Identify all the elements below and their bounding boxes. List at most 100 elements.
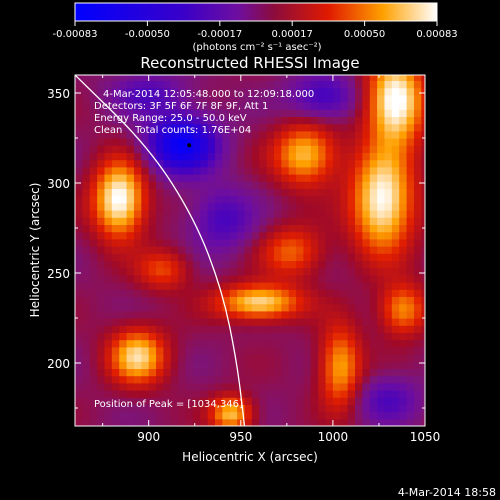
heatmap-cell (148, 202, 157, 211)
heatmap-cell (413, 138, 422, 146)
heatmap-cell (296, 80, 305, 89)
heatmap-cell (377, 224, 386, 233)
heatmap-cell (237, 217, 246, 225)
heatmap-cell (281, 217, 290, 225)
heatmap-cell (384, 123, 393, 132)
heatmap-cell (192, 152, 201, 161)
heatmap-cell (207, 325, 216, 333)
heatmap-cell (244, 260, 253, 269)
heatmap-cell (163, 75, 172, 81)
heatmap-cell (82, 368, 91, 377)
heatmap-cell (200, 390, 209, 398)
heatmap-cell (215, 375, 223, 384)
heatmap-cell (296, 375, 305, 384)
heatmap-cell (318, 116, 327, 125)
heatmap-cell (200, 404, 209, 413)
heatmap-cell (310, 210, 319, 218)
heatmap-cell (406, 217, 415, 225)
heatmap-cell (355, 289, 363, 297)
heatmap-cell (207, 332, 216, 341)
heatmap-cell (406, 152, 415, 161)
heatmap-cell (222, 303, 231, 312)
heatmap-cell (273, 94, 282, 103)
heatmap-cell (178, 267, 187, 276)
heatmap-cell (347, 361, 356, 369)
heatmap-cell (229, 289, 238, 297)
heatmap-cell (318, 159, 327, 168)
heatmap-cell (355, 368, 363, 377)
heatmap-cell (133, 109, 142, 117)
heatmap-cell (347, 267, 356, 276)
heatmap-cell (362, 318, 371, 326)
heatmap-cell (355, 238, 363, 247)
heatmap-cell (119, 210, 128, 218)
heatmap-cell (222, 87, 231, 96)
heatmap-cell (200, 116, 209, 125)
heatmap-cell (340, 231, 349, 240)
heatmap-cell (251, 332, 260, 341)
heatmap-cell (266, 282, 275, 290)
heatmap-cell (340, 195, 349, 204)
heatmap-cell (318, 375, 327, 384)
heatmap-cell (89, 303, 98, 312)
heatmap-cell (421, 210, 425, 218)
heatmap-cell (273, 159, 282, 168)
heatmap-cell (185, 325, 194, 333)
heatmap-cell (207, 224, 216, 233)
heatmap-cell (296, 75, 305, 81)
heatmap-cell (251, 267, 260, 276)
heatmap-cell (178, 238, 187, 247)
heatmap-cell (355, 382, 363, 391)
heatmap-cell (251, 411, 260, 420)
heatmap-cell (355, 174, 363, 182)
heatmap-cell (281, 332, 290, 341)
heatmap-cell (192, 267, 201, 276)
heatmap-cell (303, 310, 312, 319)
heatmap-cell (347, 80, 356, 89)
heatmap-cell (119, 346, 128, 355)
heatmap-cell (281, 282, 290, 290)
heatmap-cell (178, 411, 187, 420)
heatmap-cell (156, 346, 165, 355)
heatmap-cell (200, 174, 209, 182)
heatmap-cell (377, 138, 386, 146)
heatmap-cell (384, 253, 393, 261)
heatmap-cell (288, 332, 297, 341)
heatmap-cell (303, 368, 312, 377)
heatmap-cell (384, 238, 393, 247)
heatmap-cell (384, 224, 393, 233)
heatmap-cell (119, 87, 128, 96)
heatmap-cell (185, 368, 194, 377)
heatmap-cell (178, 102, 187, 110)
heatmap-cell (207, 361, 216, 369)
heatmap-cell (237, 159, 246, 168)
heatmap-cell (141, 325, 150, 333)
heatmap-cell (163, 145, 172, 153)
heatmap-cell (369, 195, 378, 204)
heatmap-cell (421, 346, 425, 355)
heatmap-cell (75, 217, 83, 225)
heatmap-cell (340, 310, 349, 319)
heatmap-cell (273, 296, 282, 305)
heatmap-cell (82, 238, 91, 247)
heatmap-cell (126, 260, 135, 269)
heatmap-cell (406, 318, 415, 326)
heatmap-cell (266, 202, 275, 211)
heatmap-cell (148, 332, 157, 341)
heatmap-cell (163, 202, 172, 211)
heatmap-cell (332, 411, 341, 420)
heatmap-cell (296, 238, 305, 247)
heatmap-cell (156, 224, 165, 233)
heatmap-cell (185, 390, 194, 398)
heatmap-cell (406, 238, 415, 247)
heatmap-cell (421, 332, 425, 341)
heatmap-cell (237, 296, 246, 305)
heatmap-cell (288, 75, 297, 81)
heatmap-cell (141, 397, 150, 405)
heatmap-cell (200, 368, 209, 377)
heatmap-cell (413, 318, 422, 326)
heatmap-cell (251, 202, 260, 211)
heatmap-cell (192, 390, 201, 398)
heatmap-cell (156, 282, 165, 290)
